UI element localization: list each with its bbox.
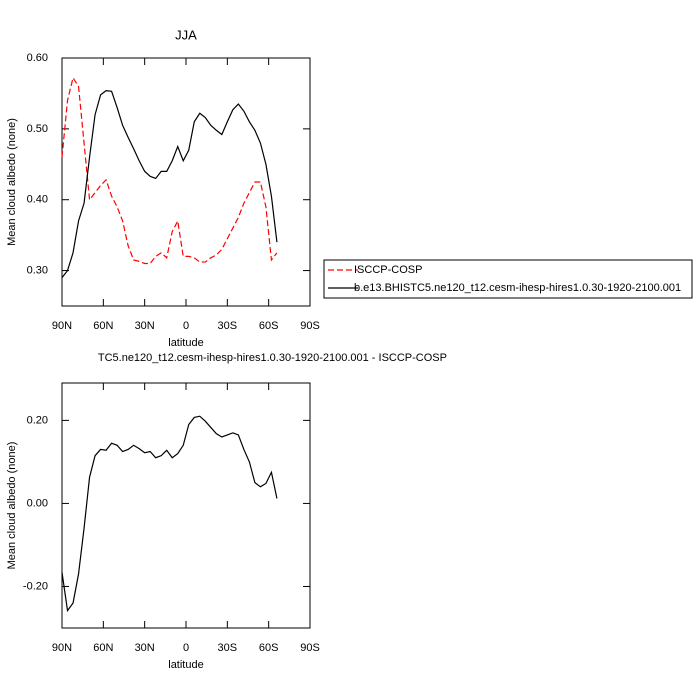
- legend-label: b.e13.BHISTC5.ne120_t12.cesm-ihesp-hires…: [354, 282, 681, 294]
- y-tick-label: -0.20: [23, 580, 48, 592]
- y-tick-label: 0.00: [27, 497, 48, 509]
- x-tick-label: 60N: [93, 320, 113, 332]
- y-tick-label: 0.50: [27, 123, 48, 135]
- x-tick-label: 30N: [135, 642, 155, 654]
- data-line: [61, 415, 278, 613]
- x-tick-label: 60N: [93, 642, 113, 654]
- x-tick-label: 90N: [52, 642, 72, 654]
- y-tick-label: 0.20: [27, 414, 48, 426]
- y-tick-label: 0.60: [27, 52, 48, 64]
- x-tick-label: 0: [183, 320, 189, 332]
- x-axis-label: latitude: [168, 337, 203, 349]
- y-axis-label: Mean cloud albedo (none): [6, 118, 18, 246]
- x-tick-label: 0: [183, 642, 189, 654]
- chart-title: TC5.ne120_t12.cesm-ihesp-hires1.0.30-192…: [98, 352, 447, 364]
- plot-frame: [61, 57, 311, 307]
- data-line: [61, 76, 278, 265]
- plot-frame: [61, 382, 311, 629]
- chart-title: JJA: [175, 27, 197, 42]
- x-tick-label: 60S: [259, 642, 279, 654]
- y-axis-label: Mean cloud albedo (none): [6, 442, 18, 570]
- x-tick-label: 60S: [259, 320, 279, 332]
- x-axis-label: latitude: [168, 659, 203, 671]
- x-tick-label: 30N: [135, 320, 155, 332]
- x-tick-label: 90S: [300, 320, 320, 332]
- legend-label: ISCCP-COSP: [354, 264, 422, 276]
- y-tick-label: 0.30: [27, 264, 48, 276]
- legend-box: [323, 259, 693, 299]
- x-tick-label: 30S: [218, 320, 238, 332]
- x-tick-label: 90N: [52, 320, 72, 332]
- x-tick-label: 90S: [300, 642, 320, 654]
- data-line: [61, 89, 278, 279]
- y-tick-label: 0.40: [27, 194, 48, 206]
- x-tick-label: 30S: [218, 642, 238, 654]
